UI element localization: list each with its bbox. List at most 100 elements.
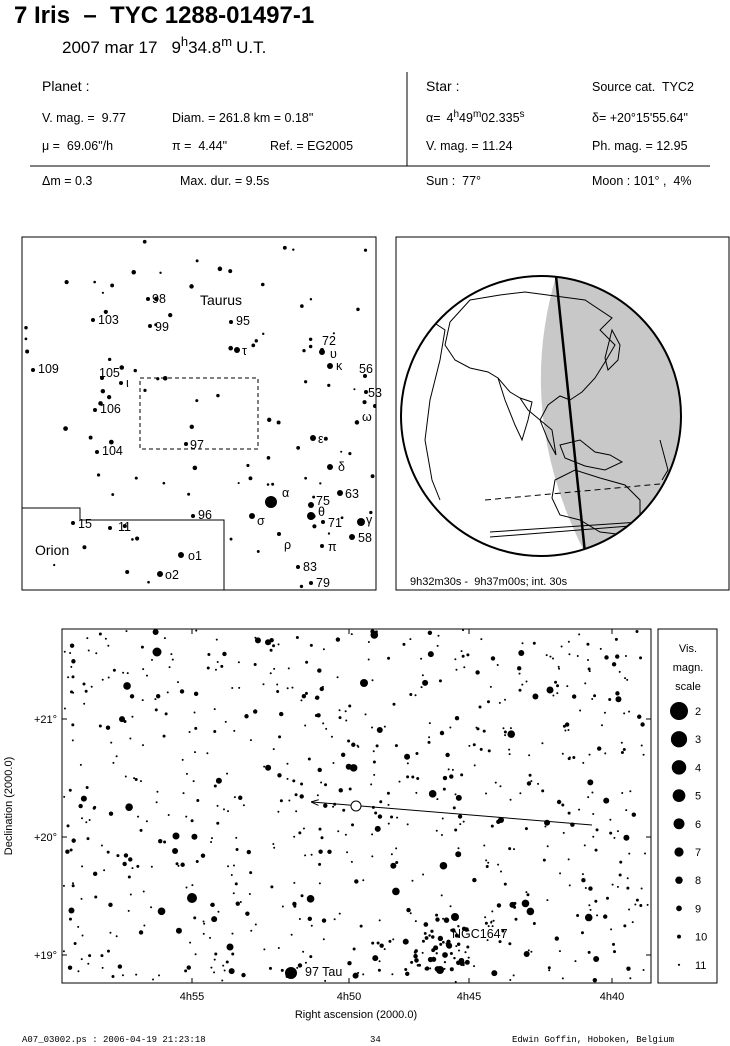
sup-m: m [221,34,232,49]
star [124,775,127,778]
star [156,790,159,793]
star [306,895,315,903]
star [372,955,379,962]
star [154,698,157,701]
x-axis-title: Right ascension (2000.0) [295,1009,417,1021]
star [170,653,173,656]
star [467,956,470,959]
star [542,858,546,862]
star [308,502,314,508]
star [496,903,502,908]
star [309,298,313,301]
star [185,886,188,889]
star [71,882,74,885]
star [320,544,324,548]
star [466,945,470,949]
star [473,764,476,767]
star [319,349,325,355]
star [338,912,341,915]
star [77,925,80,928]
star [281,905,284,908]
star [266,456,271,460]
star [599,647,602,650]
star-label: δ [338,460,345,474]
scale-label: 2 [695,706,701,718]
star [390,815,394,819]
star [398,780,401,783]
constellation-label: Taurus [200,292,242,308]
star [172,832,180,840]
star [377,968,381,972]
star [440,894,443,897]
ra-label: α= [426,111,441,125]
star [214,668,217,671]
star [179,689,185,694]
star [615,696,622,703]
star [634,903,637,906]
star [94,895,98,899]
finder-frame [21,236,377,591]
star [244,714,249,719]
star [621,791,624,794]
star [498,817,505,824]
star [296,565,300,569]
star [245,911,250,916]
star [354,420,360,425]
star [321,520,325,524]
star [611,662,617,667]
star [509,798,512,801]
star [557,665,560,668]
star [164,712,168,716]
star [150,865,153,868]
star [187,893,197,903]
scale-title: Vis. [679,643,697,655]
star [646,903,649,906]
star [86,837,90,841]
star [491,910,494,913]
star [88,954,92,958]
star [310,513,316,519]
star [251,343,256,348]
star [327,383,331,387]
star [333,918,336,921]
star [242,804,245,807]
globe-frame [395,236,730,591]
star-label: 95 [236,314,250,328]
star [508,942,512,946]
star [572,756,576,760]
star [521,683,524,686]
star [295,810,298,813]
star [443,917,450,923]
star [71,675,75,679]
star [509,979,512,982]
star-phmag: Ph. mag. = 12.95 [592,139,688,153]
star [405,971,410,977]
star [566,685,569,688]
star [435,917,440,922]
star [371,833,374,836]
sup-h: h [181,34,188,49]
star [547,966,551,970]
star [490,920,493,923]
star-label: 53 [368,386,382,400]
star [449,726,452,729]
star [101,966,104,969]
star [237,482,240,485]
star [154,708,158,712]
sup-h: h [453,109,459,120]
star-label: ω [362,410,372,424]
footer-file: A07_03002.ps : 2006-04-19 21:23:18 [22,1035,206,1045]
star [309,581,313,585]
star [268,966,272,970]
star [108,902,113,908]
star [293,904,297,908]
star [428,722,431,725]
star [125,570,130,575]
star [308,344,313,349]
star [131,538,134,541]
star [502,727,505,730]
star [532,693,539,700]
star [292,248,295,251]
star-label: κ [336,359,343,373]
star [301,694,307,699]
